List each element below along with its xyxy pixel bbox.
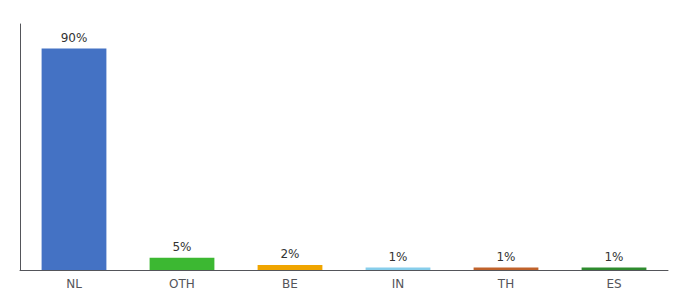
svg-text:1%: 1% bbox=[496, 250, 515, 264]
svg-text:1%: 1% bbox=[388, 250, 407, 264]
svg-text:ES: ES bbox=[606, 277, 621, 291]
svg-text:BE: BE bbox=[282, 277, 298, 291]
svg-text:2%: 2% bbox=[280, 247, 299, 261]
svg-text:IN: IN bbox=[392, 277, 405, 291]
svg-text:1%: 1% bbox=[604, 250, 623, 264]
svg-text:NL: NL bbox=[66, 277, 82, 291]
svg-text:5%: 5% bbox=[172, 240, 191, 254]
svg-text:OTH: OTH bbox=[169, 277, 195, 291]
svg-text:90%: 90% bbox=[61, 31, 88, 45]
svg-text:TH: TH bbox=[497, 277, 514, 291]
